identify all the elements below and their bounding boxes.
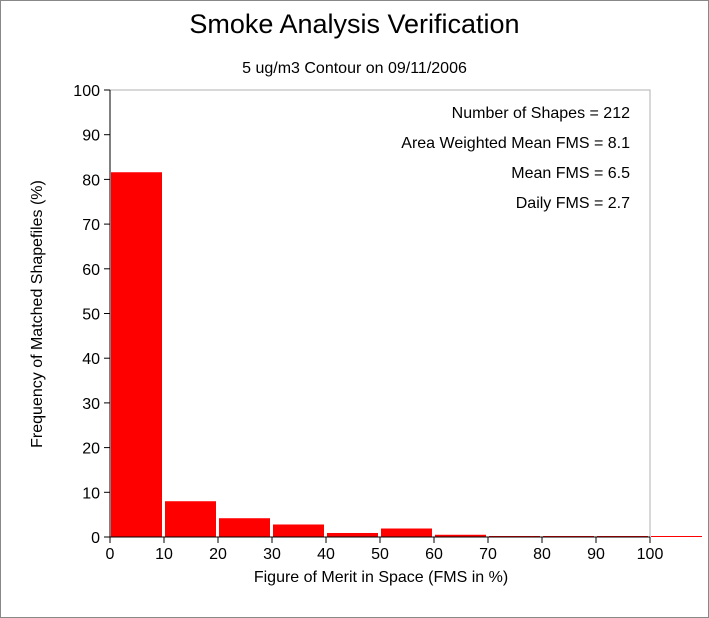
histogram-bar: [273, 524, 324, 537]
chart-title: Smoke Analysis Verification: [189, 9, 520, 39]
x-tick-label: 30: [263, 546, 281, 563]
x-tick-label: 60: [425, 546, 443, 563]
histogram-bar: [381, 528, 432, 537]
x-tick-label: 20: [209, 546, 227, 563]
x-tick-label: 100: [637, 546, 664, 563]
x-tick-label: 10: [155, 546, 173, 563]
y-tick-label: 90: [82, 128, 100, 145]
y-tick-label: 40: [82, 351, 100, 368]
histogram-bar: [435, 534, 486, 537]
histogram-bar: [219, 518, 270, 537]
y-tick-label: 30: [82, 396, 100, 413]
chart-subtitle: 5 ug/m3 Contour on 09/11/2006: [242, 60, 467, 77]
x-tick-label: 50: [371, 546, 389, 563]
y-tick-label: 0: [91, 530, 100, 547]
histogram-bar: [111, 172, 162, 538]
stats-annotation: Daily FMS = 2.7: [516, 195, 630, 212]
x-tick-label: 80: [533, 546, 551, 563]
y-tick-label: 20: [82, 441, 100, 458]
x-tick-label: 0: [106, 546, 115, 563]
y-tick-label: 100: [73, 83, 100, 100]
y-tick-label: 80: [82, 172, 100, 189]
y-tick-label: 10: [82, 485, 100, 502]
histogram-bar: [327, 532, 378, 537]
stats-annotation: Area Weighted Mean FMS = 8.1: [401, 135, 630, 152]
stats-annotation: Mean FMS = 6.5: [511, 165, 630, 182]
y-tick-label: 60: [82, 262, 100, 279]
stats-annotation: Number of Shapes = 212: [452, 105, 630, 122]
x-tick-label: 70: [479, 546, 497, 563]
x-tick-label: 90: [587, 546, 605, 563]
y-tick-label: 50: [82, 307, 100, 324]
x-tick-label: 40: [317, 546, 335, 563]
x-axis-label: Figure of Merit in Space (FMS in %): [253, 569, 509, 586]
histogram-bar: [165, 501, 216, 537]
histogram-bar: [651, 536, 702, 537]
y-tick-label: 70: [82, 217, 100, 234]
plot-frame: [109, 89, 651, 538]
